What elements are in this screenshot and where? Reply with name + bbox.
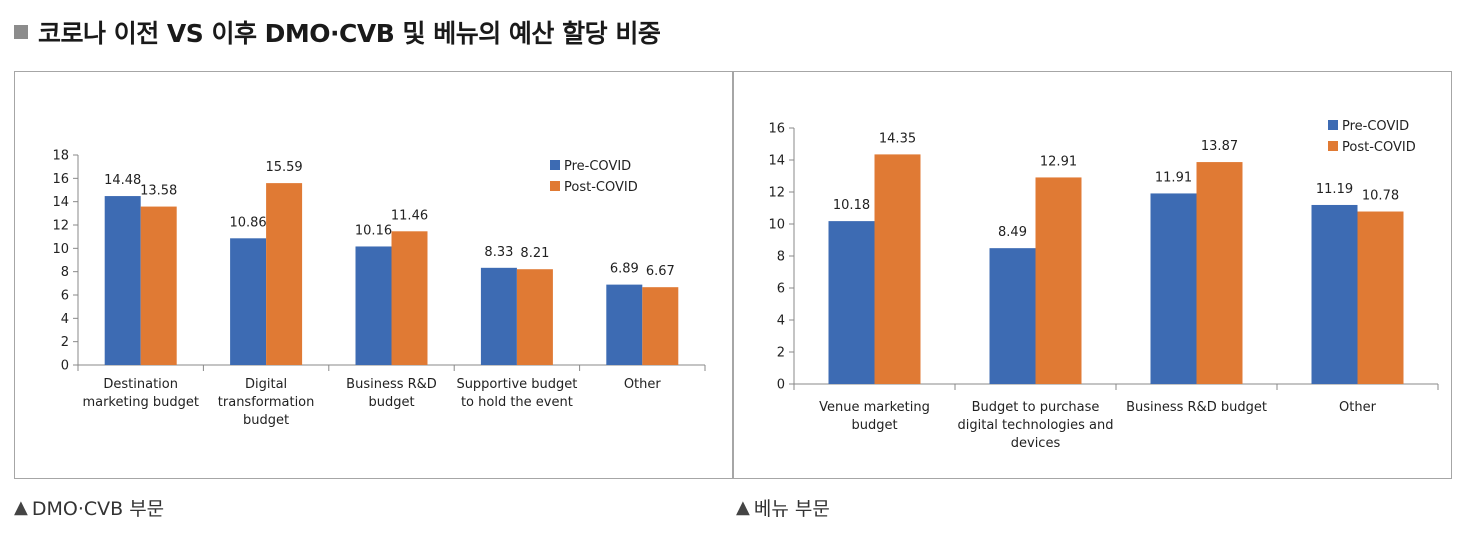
y-tick-label: 2 <box>777 346 785 361</box>
legend-label: Pre-COVID <box>1342 119 1409 134</box>
x-category-label: Business R&D <box>346 377 437 392</box>
legend-swatch <box>550 160 560 170</box>
bar-post-covid <box>516 269 553 365</box>
y-tick-label: 16 <box>768 122 785 137</box>
bar-pre-covid <box>1150 193 1197 384</box>
y-tick-label: 2 <box>61 335 69 350</box>
bar-pre-covid <box>828 221 875 384</box>
dmo-cvb-chart-panel: 0 2 4 6 8 10 12 14 16 18 14.48 13.58 Destination mark… <box>14 71 733 479</box>
data-label: 6.67 <box>646 264 675 279</box>
triangle-up-icon: ▲ <box>14 497 28 518</box>
dmo-cvb-caption: ▲ DMO·CVB 부문 <box>14 494 164 521</box>
data-label: 13.87 <box>1201 139 1238 154</box>
y-tick-label: 14 <box>768 154 785 169</box>
x-category-label: Venue marketing <box>819 400 930 415</box>
data-label: 10.18 <box>833 198 870 213</box>
y-tick-label: 16 <box>52 172 69 187</box>
y-tick-label: 10 <box>52 242 69 257</box>
venue-chart-panel: 0 2 4 6 8 10 12 14 16 10.18 14.35 Venue marketing bu… <box>733 71 1452 479</box>
data-label: 11.46 <box>391 208 428 223</box>
triangle-up-icon: ▲ <box>736 497 750 518</box>
y-tick-label: 0 <box>61 359 69 374</box>
bar-post-covid <box>642 287 679 365</box>
y-tick-label: 6 <box>777 282 785 297</box>
y-tick-label: 4 <box>61 312 69 327</box>
legend-label: Post-COVID <box>1342 140 1416 155</box>
page-header: 코로나 이전 VS 이후 DMO·CVB 및 베뉴의 예산 할당 비중 <box>14 14 661 50</box>
data-label: 14.35 <box>879 131 916 146</box>
bar-pre-covid <box>480 267 517 365</box>
y-tick-label: 0 <box>777 378 785 393</box>
data-label: 8.21 <box>520 246 549 261</box>
bar-post-covid <box>1357 211 1404 384</box>
bar-pre-covid <box>104 196 141 365</box>
x-category-label: Destination <box>103 377 178 392</box>
data-label: 10.78 <box>1362 189 1399 204</box>
legend-label: Post-COVID <box>564 180 638 195</box>
bar-pre-covid <box>1311 204 1358 384</box>
bar-pre-covid <box>606 284 643 365</box>
data-label: 13.58 <box>140 184 177 199</box>
bar-post-covid <box>140 206 177 365</box>
title-bullet-square <box>14 25 28 39</box>
bar-post-covid <box>874 154 921 384</box>
y-tick-label: 10 <box>768 218 785 233</box>
x-category-label: Budget to purchase <box>972 400 1100 415</box>
x-category-label: budget <box>368 395 414 410</box>
data-label: 15.59 <box>265 160 302 175</box>
data-label: 8.49 <box>998 225 1027 240</box>
bar-post-covid <box>1196 162 1243 384</box>
data-label: 11.91 <box>1155 170 1192 185</box>
x-category-label: transformation <box>218 395 315 410</box>
legend-swatch <box>1328 120 1338 130</box>
venue-caption: ▲ 베뉴 부문 <box>736 494 830 521</box>
x-category-label: marketing budget <box>82 395 198 410</box>
x-category-label: Supportive budget <box>456 377 577 392</box>
data-label: 12.91 <box>1040 154 1077 169</box>
x-category-label: digital technologies and <box>958 418 1114 433</box>
legend-label: Pre-COVID <box>564 159 631 174</box>
legend-swatch <box>1328 141 1338 151</box>
y-tick-label: 4 <box>777 314 785 329</box>
bar-post-covid <box>1035 177 1082 384</box>
y-tick-label: 8 <box>777 250 785 265</box>
y-tick-label: 6 <box>61 289 69 304</box>
data-label: 8.33 <box>484 245 513 260</box>
x-category-label: Other <box>1339 400 1377 415</box>
bar-post-covid <box>391 231 428 365</box>
x-category-label: Business R&D budget <box>1126 400 1267 415</box>
data-label: 14.48 <box>104 173 141 188</box>
bar-pre-covid <box>355 246 392 365</box>
y-tick-label: 18 <box>52 149 69 164</box>
legend-swatch <box>550 181 560 191</box>
y-tick-label: 12 <box>52 219 69 234</box>
bar-pre-covid <box>989 248 1036 384</box>
x-category-label: Digital <box>245 377 287 392</box>
data-label: 11.19 <box>1316 182 1353 197</box>
data-label: 6.89 <box>610 262 639 277</box>
x-category-label: to hold the event <box>461 395 573 410</box>
venue-caption-text: 베뉴 부문 <box>753 498 830 520</box>
bar-post-covid <box>266 183 303 365</box>
x-category-label: devices <box>1011 436 1061 451</box>
x-category-label: budget <box>851 418 897 433</box>
venue-bar-chart: 0 2 4 6 8 10 12 14 16 10.18 14.35 Venue marketing bu… <box>768 119 1439 451</box>
page-title: 코로나 이전 VS 이후 DMO·CVB 및 베뉴의 예산 할당 비중 <box>38 19 661 48</box>
x-category-label: budget <box>243 413 289 428</box>
data-label: 10.86 <box>229 215 266 230</box>
data-label: 10.16 <box>355 223 392 238</box>
dmo-cvb-caption-text: DMO·CVB 부문 <box>31 498 165 520</box>
y-tick-label: 14 <box>52 195 69 210</box>
y-tick-label: 8 <box>61 265 69 280</box>
y-tick-label: 12 <box>768 186 785 201</box>
x-category-label: Other <box>624 377 662 392</box>
bar-pre-covid <box>230 238 267 365</box>
